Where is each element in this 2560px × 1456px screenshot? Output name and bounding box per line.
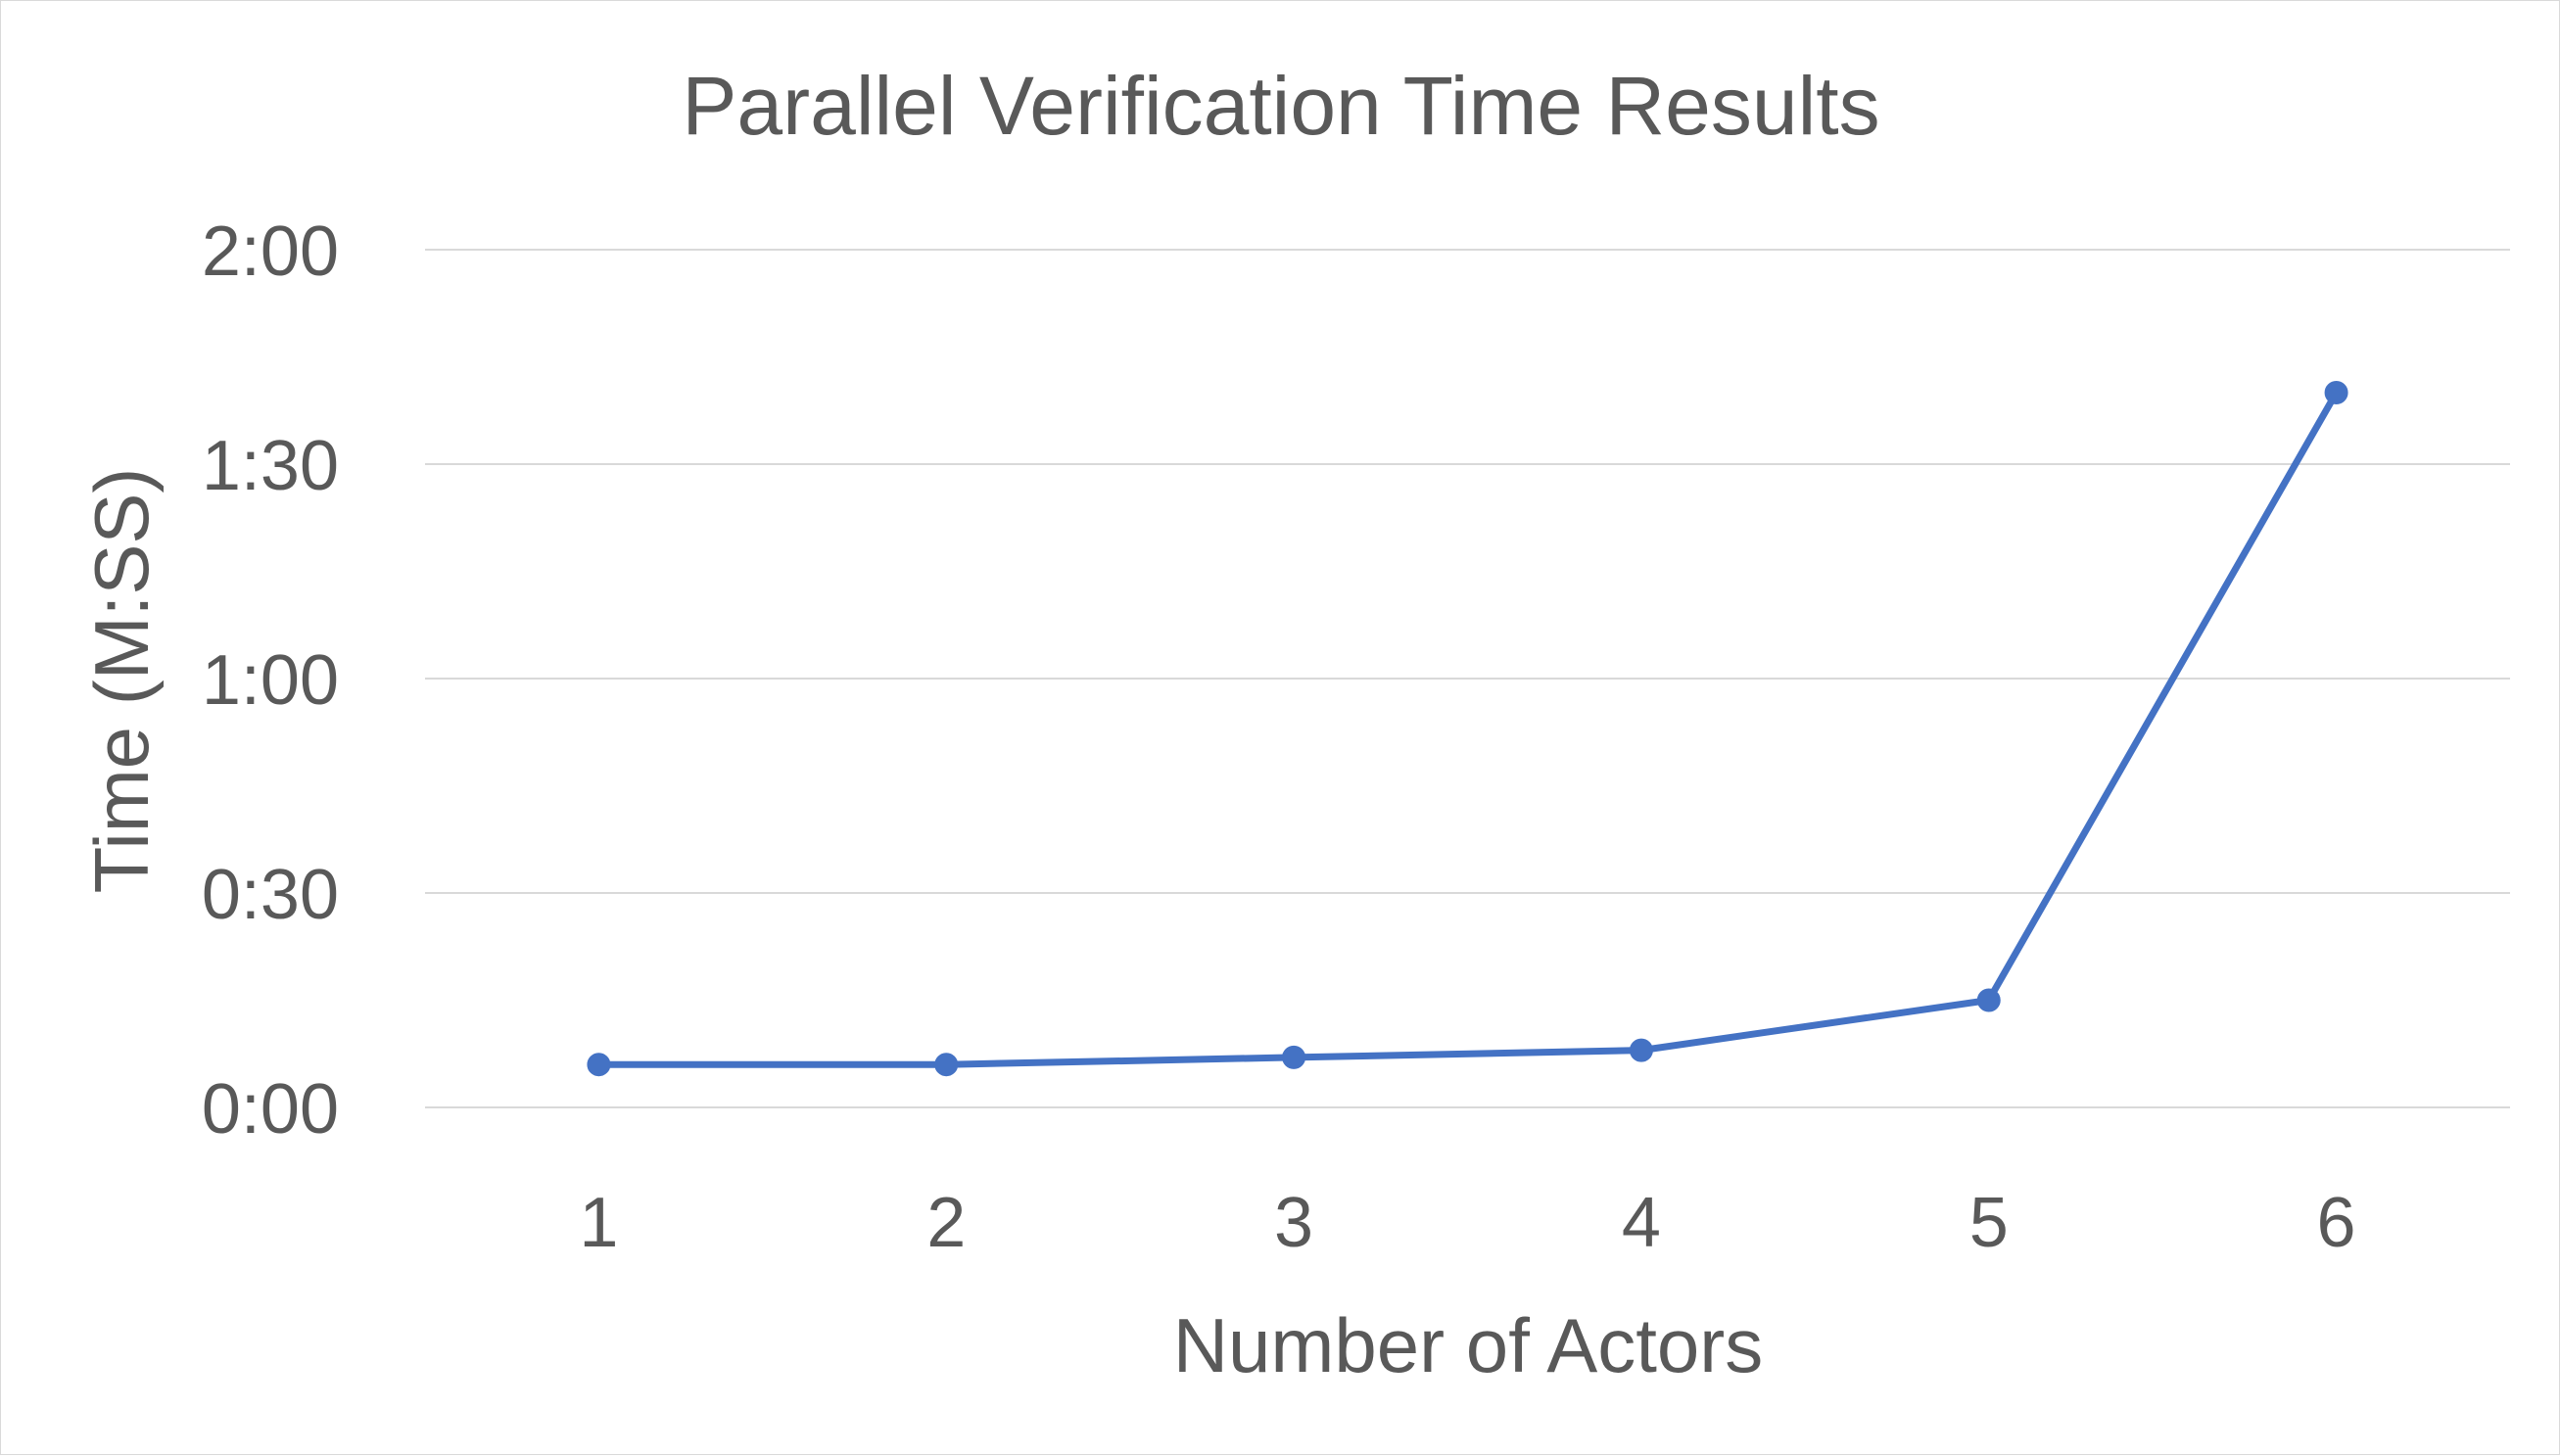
x-tick-label: 3 xyxy=(1274,1184,1313,1262)
x-tick-label: 1 xyxy=(579,1184,618,1262)
data-point-4 xyxy=(1629,1038,1653,1062)
y-tick-label: 1:00 xyxy=(202,641,339,720)
y-axis-title: Time (M:SS) xyxy=(78,468,165,894)
x-tick-label: 6 xyxy=(2317,1184,2356,1262)
y-tick-label: 2:00 xyxy=(202,212,339,291)
x-tick-label: 4 xyxy=(1622,1184,1661,1262)
y-tick-label: 0:30 xyxy=(202,856,339,934)
x-tick-label: 2 xyxy=(926,1184,966,1262)
data-point-6 xyxy=(2324,381,2348,404)
x-axis-title: Number of Actors xyxy=(1173,1302,1764,1388)
series-line xyxy=(594,389,2341,1068)
data-point-2 xyxy=(934,1053,959,1077)
y-tick-label: 0:00 xyxy=(202,1070,339,1149)
gridlines xyxy=(425,249,2510,1108)
x-tick-label: 5 xyxy=(1969,1184,2009,1262)
chart-title: Parallel Verification Time Results xyxy=(682,60,1879,152)
x-axis-tick-labels: 1 2 3 4 5 6 xyxy=(579,1184,2355,1262)
data-point-5 xyxy=(1976,988,2001,1012)
y-tick-label: 1:30 xyxy=(202,427,339,505)
data-point-1 xyxy=(587,1053,611,1077)
series-group xyxy=(587,381,2348,1077)
y-axis-tick-labels: 0:00 0:30 1:00 1:30 2:00 xyxy=(202,212,339,1149)
data-point-3 xyxy=(1282,1045,1306,1069)
